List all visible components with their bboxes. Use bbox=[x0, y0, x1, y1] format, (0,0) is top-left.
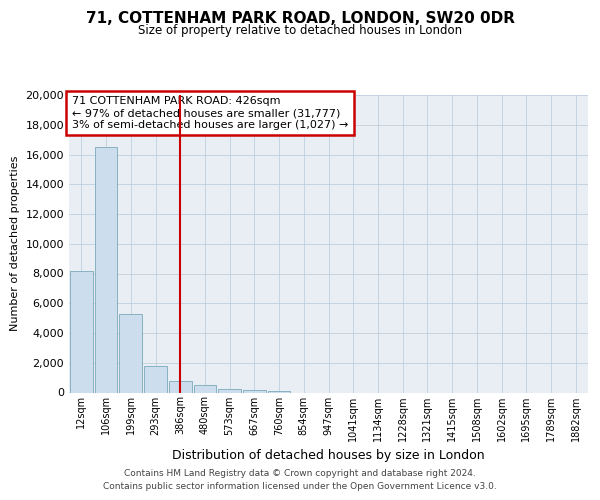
Bar bbox=[194, 385, 216, 392]
Text: 71, COTTENHAM PARK ROAD, LONDON, SW20 0DR: 71, COTTENHAM PARK ROAD, LONDON, SW20 0D… bbox=[86, 11, 515, 26]
X-axis label: Distribution of detached houses by size in London: Distribution of detached houses by size … bbox=[172, 449, 485, 462]
Bar bbox=[144, 366, 167, 392]
Text: Size of property relative to detached houses in London: Size of property relative to detached ho… bbox=[138, 24, 462, 37]
Bar bbox=[243, 390, 266, 392]
Text: 71 COTTENHAM PARK ROAD: 426sqm
← 97% of detached houses are smaller (31,777)
3% : 71 COTTENHAM PARK ROAD: 426sqm ← 97% of … bbox=[71, 96, 348, 130]
Bar bbox=[119, 314, 142, 392]
Bar bbox=[268, 390, 290, 392]
Bar bbox=[169, 382, 191, 392]
Text: Contains public sector information licensed under the Open Government Licence v3: Contains public sector information licen… bbox=[103, 482, 497, 491]
Bar bbox=[70, 270, 93, 392]
Bar bbox=[95, 147, 118, 392]
Text: Contains HM Land Registry data © Crown copyright and database right 2024.: Contains HM Land Registry data © Crown c… bbox=[124, 468, 476, 477]
Bar bbox=[218, 389, 241, 392]
Y-axis label: Number of detached properties: Number of detached properties bbox=[10, 156, 20, 332]
